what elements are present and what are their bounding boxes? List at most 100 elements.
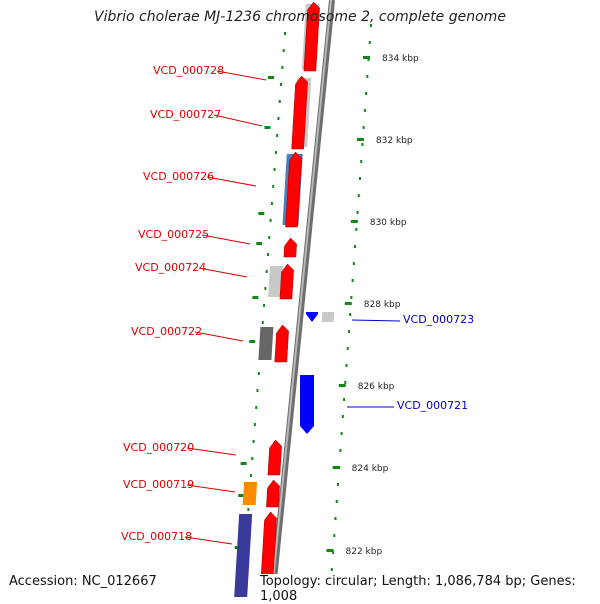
tick-mark-inner <box>284 32 286 35</box>
gene-label-vcd_000723: VCD_000723 <box>403 313 474 326</box>
inner-major-tick <box>268 76 274 79</box>
leader-line <box>351 319 401 322</box>
cog-box <box>242 482 258 505</box>
major-tick <box>363 56 370 59</box>
tick-mark-inner <box>270 202 273 205</box>
tick-mark-inner <box>266 253 269 256</box>
tick-mark-inner <box>261 321 264 324</box>
scale-label: 824 kbp <box>352 464 389 474</box>
tick-mark-outer <box>343 398 346 401</box>
tick-mark-outer <box>352 262 355 265</box>
gene-label-vcd_000719: VCD_000719 <box>123 478 194 491</box>
tick-mark-inner <box>252 440 255 443</box>
gene-label-vcd_000727: VCD_000727 <box>150 108 221 121</box>
map-title: Vibrio cholerae MJ-1236 chromosome 2, co… <box>94 9 506 25</box>
cds-arrow-forward <box>283 237 297 258</box>
scale-label: 834 kbp <box>382 54 419 64</box>
tick-mark-inner <box>273 168 276 171</box>
backbone-highlight <box>270 0 332 600</box>
gene-label-vcd_000721: VCD_000721 <box>397 399 468 412</box>
inner-major-tick <box>252 296 259 299</box>
tick-mark-outer <box>366 75 369 78</box>
tick-mark-inner <box>278 100 281 103</box>
tick-mark-outer <box>365 92 368 95</box>
tick-mark-inner <box>268 236 271 239</box>
tick-mark-inner <box>274 151 277 154</box>
tick-mark-outer <box>370 24 372 27</box>
tick-mark-inner <box>277 117 280 120</box>
gene-label-vcd_000724: VCD_000724 <box>135 261 206 274</box>
leader-line <box>206 176 257 187</box>
leader-line <box>213 114 263 127</box>
inner-major-tick <box>256 242 263 245</box>
cog-box <box>268 266 284 297</box>
tick-mark-outer <box>351 279 354 282</box>
tick-mark-outer <box>367 58 370 61</box>
tick-mark-outer <box>344 381 347 384</box>
cds-arrow-forward <box>267 439 282 476</box>
tick-mark-inner <box>282 49 285 52</box>
tick-mark-outer <box>349 313 352 316</box>
tick-mark-outer <box>335 500 338 503</box>
gene-label-vcd_000728: VCD_000728 <box>153 64 224 77</box>
tick-mark-outer <box>355 228 358 231</box>
tick-mark-outer <box>340 432 343 435</box>
tick-mark-outer <box>339 449 342 452</box>
tick-mark-inner <box>263 304 266 307</box>
inner-major-tick <box>264 126 271 129</box>
backbone <box>269 0 335 600</box>
tick-mark-outer <box>357 194 360 197</box>
tick-mark-inner <box>247 508 250 511</box>
tick-mark-outer <box>363 109 366 112</box>
major-tick <box>326 549 334 552</box>
tick-mark-outer <box>345 364 348 367</box>
tick-mark-outer <box>361 143 364 146</box>
tick-mark-outer <box>350 296 353 299</box>
tick-mark-inner <box>255 406 258 409</box>
gene-label-vcd_000722: VCD_000722 <box>131 325 202 338</box>
gene-labels: VCD_000728 VCD_000727 VCD_000726 VCD_000725… <box>121 64 474 545</box>
gene-features <box>259 1 320 600</box>
tick-mark-outer <box>362 126 365 129</box>
gene-label-vcd_000726: VCD_000726 <box>143 170 214 183</box>
inner-major-tick <box>258 212 265 215</box>
tick-mark-inner <box>269 219 272 222</box>
cog-box <box>234 514 253 597</box>
tick-mark-outer <box>341 415 344 418</box>
cds-arrow-forward <box>274 324 289 363</box>
cog-box <box>321 312 335 322</box>
cds-arrow-forward <box>266 479 280 508</box>
gene-label-vcd_000718: VCD_000718 <box>121 530 192 543</box>
leader-line <box>194 331 244 342</box>
tick-mark-outer <box>330 568 333 571</box>
tick-mark-inner <box>272 185 275 188</box>
tick-mark-outer <box>356 211 359 214</box>
gene-label-vcd_000725: VCD_000725 <box>138 228 209 241</box>
cds-arrow-forward <box>291 75 308 150</box>
cog-box-fill <box>268 266 284 297</box>
major-tick <box>344 302 352 305</box>
tick-mark-inner <box>281 66 284 69</box>
tick-mark-inner <box>276 134 279 137</box>
cog-box-fill <box>321 312 335 322</box>
leader-line <box>184 536 233 545</box>
cds-arrow-reverse <box>306 312 318 322</box>
scale-label: 826 kbp <box>358 382 395 392</box>
tick-mark-inner <box>280 83 283 86</box>
tick-mark-outer <box>346 347 349 350</box>
cds-arrow-forward <box>279 263 294 300</box>
scale-labels: 834 kbp 832 kbp 830 kbp 828 kbp 826 kbp 824 k… <box>346 54 419 557</box>
scale-label: 832 kbp <box>376 136 413 146</box>
tick-mark-outer <box>358 177 361 180</box>
tick-mark-inner <box>253 423 256 426</box>
tick-mark-outer <box>354 245 357 248</box>
leader-line <box>186 484 236 493</box>
tick-mark-inner <box>264 287 267 290</box>
scale-label: 830 kbp <box>370 218 407 228</box>
cds-arrow-reverse <box>300 375 314 434</box>
inner-major-tick <box>249 340 256 343</box>
tick-mark-outer <box>332 551 335 554</box>
major-tick <box>332 466 340 469</box>
leader-line <box>186 447 237 456</box>
